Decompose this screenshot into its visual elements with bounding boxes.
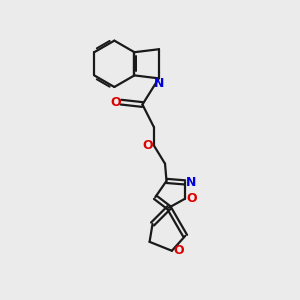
Text: O: O bbox=[110, 96, 121, 109]
Text: O: O bbox=[186, 192, 197, 205]
Text: N: N bbox=[154, 77, 164, 90]
Text: N: N bbox=[186, 176, 197, 189]
Text: O: O bbox=[173, 244, 184, 257]
Text: O: O bbox=[142, 139, 153, 152]
